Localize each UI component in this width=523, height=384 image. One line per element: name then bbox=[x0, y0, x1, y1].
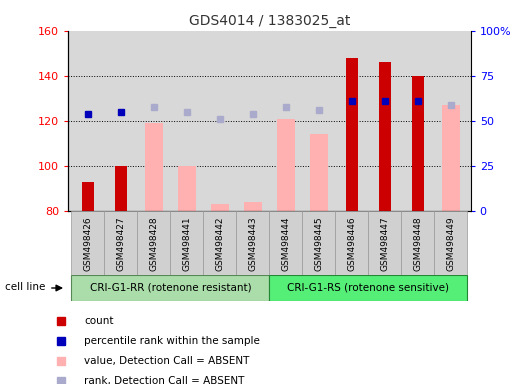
Text: GSM498447: GSM498447 bbox=[380, 216, 390, 271]
Bar bbox=[379, 62, 391, 211]
Text: GSM498445: GSM498445 bbox=[314, 216, 323, 271]
Bar bbox=[269, 211, 302, 275]
Bar bbox=[277, 119, 295, 211]
Text: CRI-G1-RS (rotenone sensitive): CRI-G1-RS (rotenone sensitive) bbox=[287, 283, 449, 293]
Text: GSM498448: GSM498448 bbox=[413, 216, 423, 271]
Text: GSM498428: GSM498428 bbox=[149, 216, 158, 271]
Bar bbox=[412, 76, 424, 211]
Bar bbox=[368, 211, 401, 275]
Bar bbox=[145, 123, 163, 211]
Text: CRI-G1-RR (rotenone resistant): CRI-G1-RR (rotenone resistant) bbox=[89, 283, 251, 293]
Bar bbox=[104, 211, 138, 275]
Text: value, Detection Call = ABSENT: value, Detection Call = ABSENT bbox=[84, 356, 249, 366]
Bar bbox=[236, 211, 269, 275]
Bar bbox=[82, 182, 94, 211]
Text: percentile rank within the sample: percentile rank within the sample bbox=[84, 336, 260, 346]
Text: GSM498444: GSM498444 bbox=[281, 216, 290, 271]
Bar bbox=[71, 211, 104, 275]
Bar bbox=[244, 202, 262, 211]
Title: GDS4014 / 1383025_at: GDS4014 / 1383025_at bbox=[189, 14, 350, 28]
Bar bbox=[442, 105, 460, 211]
Text: GSM498441: GSM498441 bbox=[183, 216, 191, 271]
Bar bbox=[269, 275, 468, 301]
Bar bbox=[115, 166, 127, 211]
Text: GSM498449: GSM498449 bbox=[447, 216, 456, 271]
Text: GSM498446: GSM498446 bbox=[347, 216, 356, 271]
Text: count: count bbox=[84, 316, 113, 326]
Bar bbox=[335, 211, 368, 275]
Text: GSM498426: GSM498426 bbox=[83, 216, 92, 271]
Text: GSM498442: GSM498442 bbox=[215, 216, 224, 271]
Text: cell line: cell line bbox=[5, 281, 46, 292]
Bar bbox=[302, 211, 335, 275]
Bar bbox=[346, 58, 358, 211]
Bar bbox=[178, 166, 196, 211]
Bar bbox=[170, 211, 203, 275]
Bar bbox=[435, 211, 468, 275]
Bar bbox=[203, 211, 236, 275]
Bar bbox=[211, 204, 229, 211]
Bar bbox=[71, 275, 269, 301]
Text: GSM498443: GSM498443 bbox=[248, 216, 257, 271]
Bar bbox=[401, 211, 435, 275]
Bar bbox=[310, 134, 328, 211]
Text: GSM498427: GSM498427 bbox=[116, 216, 126, 271]
Text: rank, Detection Call = ABSENT: rank, Detection Call = ABSENT bbox=[84, 376, 245, 384]
Bar bbox=[138, 211, 170, 275]
